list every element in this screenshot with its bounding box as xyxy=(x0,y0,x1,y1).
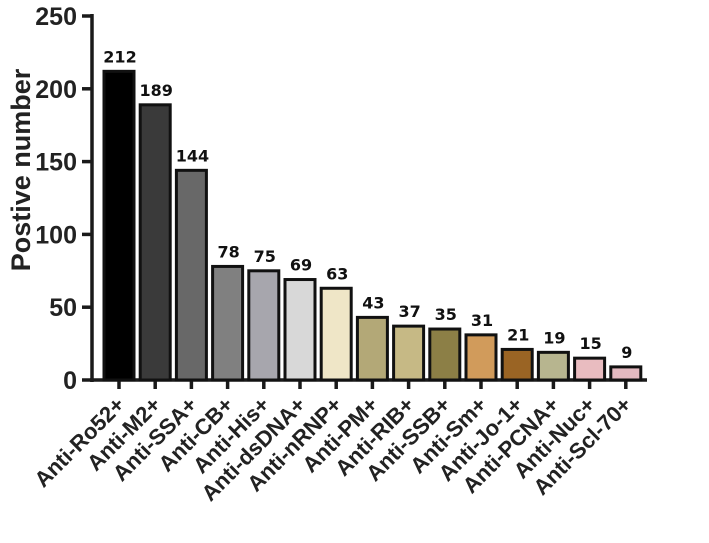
data-label: 37 xyxy=(398,302,420,321)
data-label: 15 xyxy=(579,334,601,353)
y-tick-label: 200 xyxy=(35,76,77,104)
y-tick-label: 0 xyxy=(63,367,77,395)
bar-anti-rib xyxy=(392,324,426,382)
bar-anti-pm xyxy=(355,315,389,382)
bar-anti-nuc xyxy=(573,356,607,382)
data-label: 75 xyxy=(254,247,276,266)
bar-anti-nrnp xyxy=(319,286,353,382)
data-label: 9 xyxy=(621,343,632,362)
data-label: 69 xyxy=(290,256,312,275)
data-label: 189 xyxy=(139,81,172,100)
y-tick-label: 50 xyxy=(49,294,77,322)
data-label: 31 xyxy=(471,311,493,330)
data-label: 144 xyxy=(176,146,209,165)
data-label: 212 xyxy=(103,47,136,66)
y-tick-label: 250 xyxy=(35,3,77,31)
bar-anti-cb xyxy=(211,264,245,382)
data-label: 35 xyxy=(435,305,457,324)
data-label: 78 xyxy=(217,242,239,261)
y-tick-label: 100 xyxy=(35,221,77,249)
bar-anti-his xyxy=(247,269,281,382)
bars xyxy=(102,69,643,382)
y-axis: 0 50 100 150 200 250 xyxy=(35,3,94,395)
bar-anti-m2 xyxy=(138,103,172,382)
y-tick-label: 150 xyxy=(35,149,77,177)
y-axis-label: Postive number xyxy=(6,68,36,271)
bar-anti-ssa xyxy=(174,168,208,382)
x-tick-suffix: + xyxy=(610,392,637,419)
x-tick-labels: Anti-Ro52+Anti-M2+Anti-SSA+Anti-CB+Anti-… xyxy=(29,392,636,506)
bar-anti-sm xyxy=(464,333,498,382)
bar-anti-ro52 xyxy=(102,69,136,382)
bar-anti-ssb xyxy=(428,327,462,382)
bar-anti-scl-70 xyxy=(609,365,643,382)
data-label: 21 xyxy=(507,325,529,344)
bar-anti-dsdna xyxy=(283,278,317,382)
data-label: 19 xyxy=(543,328,565,347)
data-label: 63 xyxy=(326,264,348,283)
bar-anti-pcna xyxy=(536,350,570,382)
data-label: 43 xyxy=(362,293,384,312)
bar-anti-jo-1 xyxy=(500,347,534,382)
